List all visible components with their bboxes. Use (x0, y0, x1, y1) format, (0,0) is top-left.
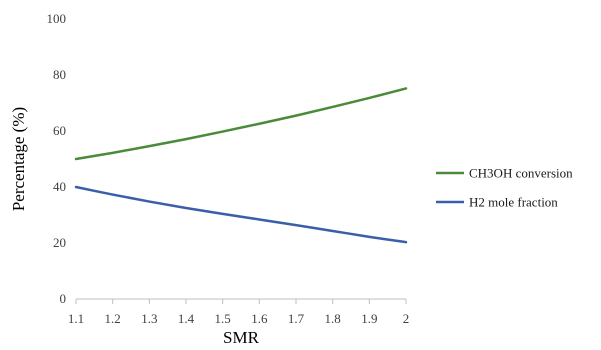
series-layer (74, 87, 408, 244)
y-axis-title: Percentage (%) (9, 107, 28, 211)
series-line-ch3oh-conversion (74, 87, 408, 161)
x-tick-label: 1.4 (178, 311, 195, 326)
y-tick-label: 60 (53, 123, 66, 138)
legend-label: CH3OH conversion (469, 166, 573, 181)
x-tick-label: 1.2 (105, 311, 121, 326)
x-axis-title: SMR (223, 328, 260, 347)
x-tick-label: 1.7 (288, 311, 305, 326)
x-tick-label: 1.8 (325, 311, 341, 326)
y-tick-label: 0 (60, 291, 67, 306)
legend: CH3OH conversion H2 mole fraction (436, 166, 573, 210)
y-tick-label: 100 (47, 11, 67, 26)
y-tick-label: 40 (53, 179, 66, 194)
x-tick-label: 2 (403, 311, 410, 326)
legend-label: H2 mole fraction (469, 195, 558, 210)
x-tick-label: 1.1 (68, 311, 84, 326)
x-tick-label: 1.3 (141, 311, 157, 326)
x-tick-label: 1.5 (215, 311, 231, 326)
series-line-h2-mole-fraction (74, 185, 408, 244)
x-tick-label: 1.9 (361, 311, 377, 326)
x-axis-ticks: 1.1 1.2 1.3 1.4 1.5 1.6 1.7 1.8 1.9 2 (68, 299, 409, 326)
y-axis-ticks: 0 20 40 60 80 100 (47, 11, 67, 306)
y-tick-label: 80 (53, 67, 66, 82)
x-tick-label: 1.6 (251, 311, 268, 326)
y-tick-label: 20 (53, 235, 66, 250)
